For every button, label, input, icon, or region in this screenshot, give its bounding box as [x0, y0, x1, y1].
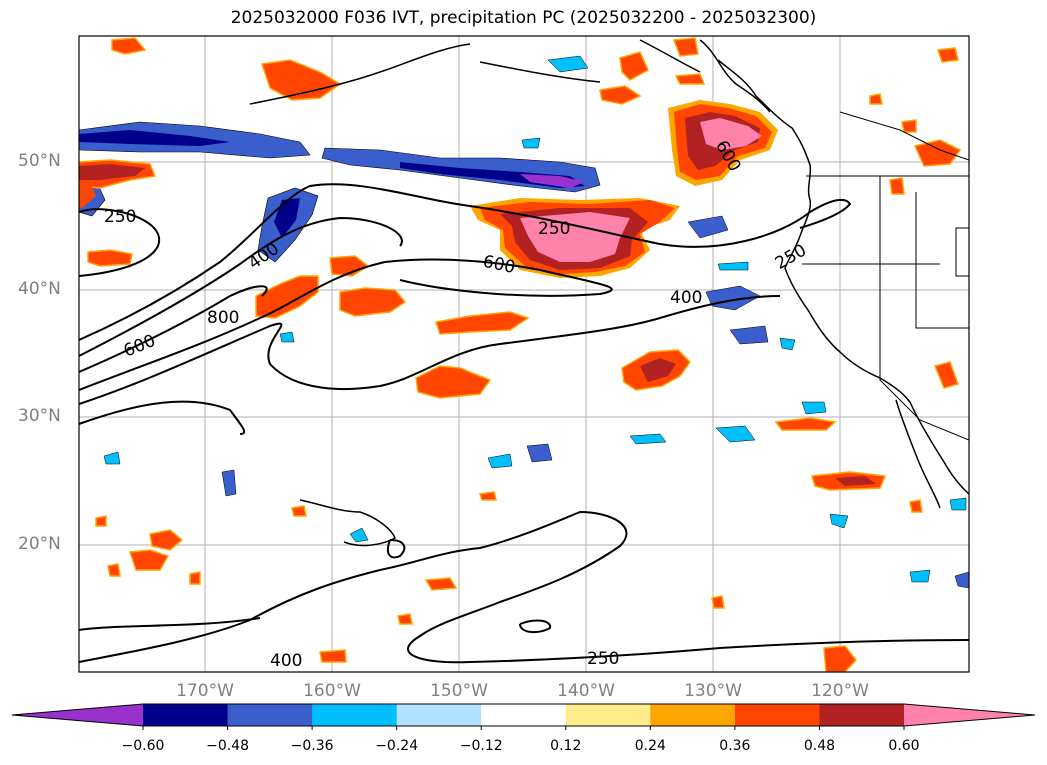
contour-label: 250 — [104, 207, 136, 227]
lon-label: 140°W — [557, 681, 615, 701]
colorbar-segments — [11, 703, 1036, 727]
contour-label: 800 — [207, 308, 239, 328]
lon-label: 120°W — [811, 681, 869, 701]
colorbar-tick-label: −0.36 — [290, 738, 334, 754]
state-borders — [802, 111, 969, 441]
map-panel: 250 400 600 800 600 250 600 400 250 400 … — [78, 35, 970, 673]
lon-label: 130°W — [684, 681, 742, 701]
colorbar-segment — [143, 704, 229, 726]
colorbar-tick-label: −0.48 — [206, 738, 249, 754]
colorbar-extend-max — [904, 704, 1035, 726]
colorbar-segment — [396, 704, 482, 726]
lat-label: 40°N — [18, 279, 61, 299]
lon-label: 160°W — [303, 681, 361, 701]
colorbar-segment — [734, 704, 820, 726]
colorbar-tick-label: 0.36 — [719, 738, 751, 754]
lon-label: 170°W — [176, 681, 234, 701]
contour-label: 400 — [270, 651, 302, 671]
colorbar-segment — [312, 704, 398, 726]
colorbar-tick-label: −0.12 — [459, 738, 503, 754]
colorbar-tick-label: 0.24 — [634, 738, 666, 754]
lat-label: 20°N — [18, 534, 61, 554]
colorbar-segment — [565, 704, 651, 726]
lat-label: 30°N — [18, 406, 61, 426]
map-frame — [78, 35, 970, 673]
colorbar-extend-min — [12, 704, 143, 726]
colorbar-segment — [819, 704, 905, 726]
ivt-contours — [79, 183, 969, 664]
lat-label: 50°N — [18, 151, 61, 171]
positive-precip-patches — [79, 37, 962, 672]
colorbar-tick-label: 0.60 — [888, 738, 920, 754]
colorbar-tick-label: −0.24 — [375, 738, 419, 754]
colorbar — [11, 703, 1036, 730]
colorbar-tick-marks — [142, 726, 905, 730]
colorbar-segment — [227, 704, 313, 726]
colorbar-segment — [650, 704, 736, 726]
contour-label: 250 — [538, 219, 570, 239]
coastlines — [249, 39, 969, 547]
lon-label: 150°W — [430, 681, 488, 701]
contour-label: 250 — [587, 649, 619, 669]
negative-precip-patches — [79, 55, 969, 589]
contour-label: 400 — [670, 288, 702, 308]
colorbar-tick-label: 0.12 — [550, 738, 582, 754]
map-title: 2025032000 F036 IVT, precipitation PC (2… — [230, 8, 817, 28]
colorbar-tick-label: 0.48 — [803, 738, 836, 754]
colorbar-tick-label: −0.60 — [121, 738, 165, 754]
colorbar-segment — [481, 704, 567, 726]
